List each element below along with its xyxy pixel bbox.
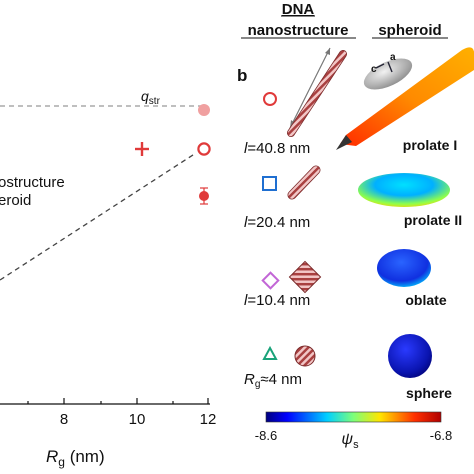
shape-label-oblate: oblate [405, 292, 446, 308]
row-4-size-label: Rg≈4 nm [244, 371, 302, 390]
row-sphere: Rg≈4 nm sphere [244, 334, 452, 401]
qstr-label: qstr [141, 88, 161, 107]
prolate-2-shape [358, 173, 450, 207]
plus-marker [135, 142, 149, 156]
prolate-1-shape [340, 47, 474, 146]
dna-rod-medium [288, 166, 320, 199]
point-open-circle [197, 142, 211, 156]
row-prolate-1: l=40.8 nm prolate I [244, 47, 474, 157]
x-tick-12: 12 [200, 411, 217, 428]
colorbar-symbol: ψs [341, 431, 359, 451]
col-header-spheroid: spheroid [378, 22, 441, 39]
point-filled-errorbar [199, 187, 209, 205]
x-axis-label: Rg (nm) [46, 447, 105, 469]
marker-square [262, 176, 277, 191]
panel-letter-b: b [237, 66, 247, 85]
shape-label-prolate-1: prolate I [403, 137, 457, 153]
schematic-spheroid: a c [363, 52, 413, 90]
shape-label-sphere: sphere [406, 385, 452, 401]
marker-diamond [261, 271, 280, 290]
length-arrow [289, 47, 331, 129]
panel-b: b DNA nanostructure spheroid a c l=40.8 … [237, 1, 474, 451]
col-header-dna-2: nanostructure [248, 22, 349, 39]
row-oblate: l=10.4 nm oblate [244, 249, 447, 309]
row-prolate-2: l=20.4 nm prolate II [244, 165, 462, 231]
col-header-dna-1: DNA [282, 1, 315, 18]
row-1-size-label: l=40.8 nm [244, 140, 310, 157]
marker-circle [263, 92, 277, 106]
shape-label-prolate-2: prolate II [404, 212, 462, 228]
axis-a-label: a [390, 52, 396, 63]
x-tick-10: 10 [129, 411, 146, 428]
panel-a-plot: qstr ostructure eroid 8 [0, 88, 217, 469]
colorbar: -8.6 -6.8 ψs [255, 411, 452, 451]
sphere-shape [388, 334, 432, 378]
colorbar-min: -8.6 [255, 428, 277, 443]
axis-c-label: c [371, 64, 377, 75]
x-tick-8: 8 [60, 411, 68, 428]
colorbar-max: -6.8 [430, 428, 452, 443]
colorbar-gradient [265, 411, 442, 423]
legend-line-1: ostructure [0, 174, 65, 191]
dna-rod-long [287, 50, 347, 137]
row-2-size-label: l=20.4 nm [244, 214, 310, 231]
trend-line [0, 152, 197, 281]
x-axis-ticks [27, 398, 209, 404]
marker-triangle [262, 345, 278, 360]
legend-line-2: eroid [0, 192, 31, 209]
dna-sphere [294, 345, 316, 367]
row-3-size-label: l=10.4 nm [244, 292, 310, 309]
oblate-shape [377, 249, 431, 287]
point-light [198, 104, 210, 116]
dna-oblate [288, 260, 322, 294]
